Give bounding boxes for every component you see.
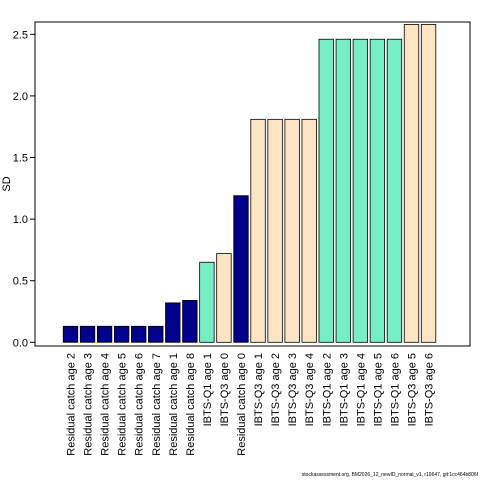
- bar: [250, 118, 266, 343]
- bar: [318, 38, 334, 343]
- y-tick-label: 0.0: [13, 337, 28, 349]
- x-tick-label: IBTS-Q1 age 1: [202, 353, 214, 426]
- x-tick-label: IBTS-Q3 age 0: [219, 353, 231, 426]
- plot-box: [34, 21, 471, 347]
- bar: [199, 261, 215, 343]
- bar: [165, 302, 181, 343]
- bar: [148, 325, 164, 343]
- caption: stockassessment.org, BM2026_12_newID_nor…: [302, 472, 479, 478]
- bar: [420, 24, 437, 343]
- x-tick-label: Residual catch age 1: [168, 353, 180, 456]
- x-tick-label: Residual catch age 0: [236, 353, 248, 456]
- bar: [96, 325, 113, 343]
- x-tick-label: IBTS-Q3 age 6: [424, 353, 436, 426]
- x-tick-label: Residual catch age 5: [117, 353, 129, 456]
- x-tick-label: Residual catch age 4: [100, 353, 112, 456]
- bar: [284, 118, 300, 343]
- x-tick-label: IBTS-Q3 age 5: [407, 353, 419, 426]
- y-tick-label: 2.0: [13, 91, 28, 103]
- bar: [335, 38, 351, 343]
- x-tick-label: Residual catch age 2: [66, 353, 78, 456]
- x-tick-label: Residual catch age 3: [83, 353, 95, 456]
- x-tick-label: IBTS-Q3 age 2: [270, 353, 282, 426]
- x-tick-label: IBTS-Q1 age 3: [338, 353, 350, 426]
- x-tick-label: IBTS-Q3 age 3: [287, 353, 299, 426]
- bar: [182, 300, 198, 343]
- y-tick-label: 2.5: [13, 29, 28, 41]
- bar: [352, 38, 369, 343]
- bar: [233, 195, 249, 343]
- bar: [267, 118, 283, 343]
- bar: [301, 118, 317, 343]
- bar: [131, 325, 147, 343]
- y-tick-label: 1.5: [13, 153, 28, 165]
- x-tick-label: Residual catch age 8: [185, 353, 197, 456]
- bar: [114, 325, 130, 343]
- bar: [386, 38, 403, 343]
- y-axis-label: SD: [1, 176, 13, 191]
- y-tick-label: 0.5: [13, 276, 28, 288]
- x-tick-label: IBTS-Q1 age 4: [355, 353, 367, 426]
- bar: [216, 253, 232, 343]
- x-tick-label: Residual catch age 7: [151, 353, 163, 456]
- y-tick-label: 1.0: [13, 214, 28, 226]
- bar: [369, 38, 386, 343]
- x-tick-label: IBTS-Q1 age 2: [321, 353, 333, 426]
- bar: [403, 24, 420, 343]
- x-tick-label: IBTS-Q3 age 1: [253, 353, 265, 426]
- x-tick-label: IBTS-Q1 age 5: [372, 353, 384, 426]
- x-tick-label: IBTS-Q1 age 6: [389, 353, 401, 426]
- bar: [79, 325, 96, 343]
- bar: [62, 325, 79, 343]
- x-tick-label: IBTS-Q3 age 4: [304, 353, 316, 426]
- x-tick-label: Residual catch age 6: [134, 353, 146, 456]
